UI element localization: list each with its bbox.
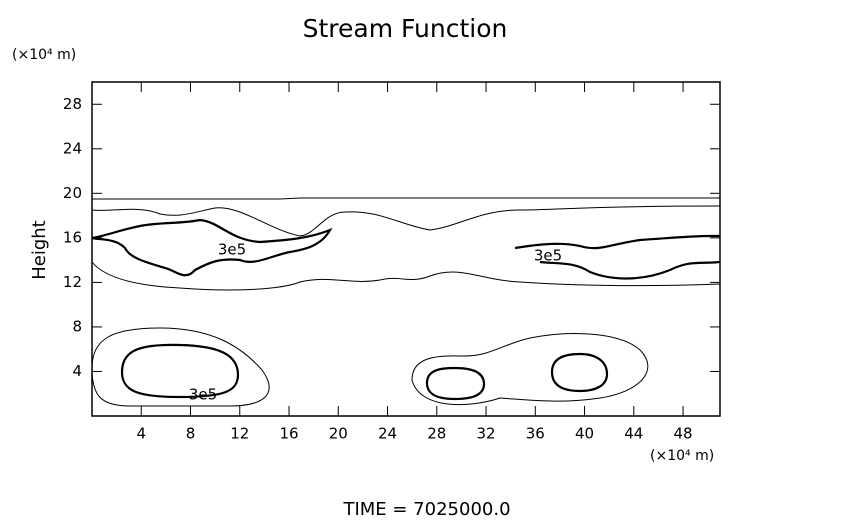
contour-label: 3e5 — [534, 247, 562, 265]
contour-line — [92, 197, 720, 200]
x-tick-label: 40 — [575, 425, 594, 443]
contour-label: 3e5 — [218, 241, 246, 259]
contour-line — [514, 234, 721, 280]
x-tick-label: 36 — [526, 425, 545, 443]
x-tick-label: 12 — [230, 425, 249, 443]
x-tick-label: 24 — [378, 425, 397, 443]
x-unit: (×10⁴ m) — [650, 448, 714, 464]
contour-line — [91, 261, 721, 291]
x-tick-label: 4 — [136, 425, 146, 443]
y-tick-label: 24 — [63, 139, 82, 157]
y-tick-label: 20 — [63, 184, 82, 202]
x-tick-label: 20 — [329, 425, 348, 443]
footer: TIME = 7025000.0 — [342, 499, 510, 519]
y-tick-label: 8 — [72, 317, 82, 335]
contour-line — [120, 343, 240, 399]
contours — [91, 197, 721, 407]
y-tick-label: 4 — [72, 362, 82, 380]
y-tick-label: 28 — [63, 95, 82, 113]
plot-frame — [91, 81, 721, 417]
contour-line — [550, 352, 609, 393]
y-tick-label: 16 — [63, 228, 82, 246]
x-tick-label: 8 — [186, 425, 196, 443]
x-tick-label: 44 — [624, 425, 643, 443]
chart-title: Stream Function — [303, 14, 508, 43]
y-tick-label: 12 — [63, 273, 82, 291]
contour-line — [91, 205, 721, 237]
x-tick-label: 16 — [279, 425, 298, 443]
contour-line — [425, 366, 486, 401]
contour-label: 3e5 — [189, 386, 217, 404]
contour-line — [91, 327, 270, 407]
x-tick-label: 32 — [476, 425, 495, 443]
x-tick-label: 28 — [427, 425, 446, 443]
y-axis-label: Height — [29, 220, 50, 280]
x-tick-label: 48 — [674, 425, 693, 443]
y-unit: (×10⁴ m) — [12, 47, 76, 63]
contour-line — [411, 333, 649, 406]
contour-line — [91, 218, 333, 277]
